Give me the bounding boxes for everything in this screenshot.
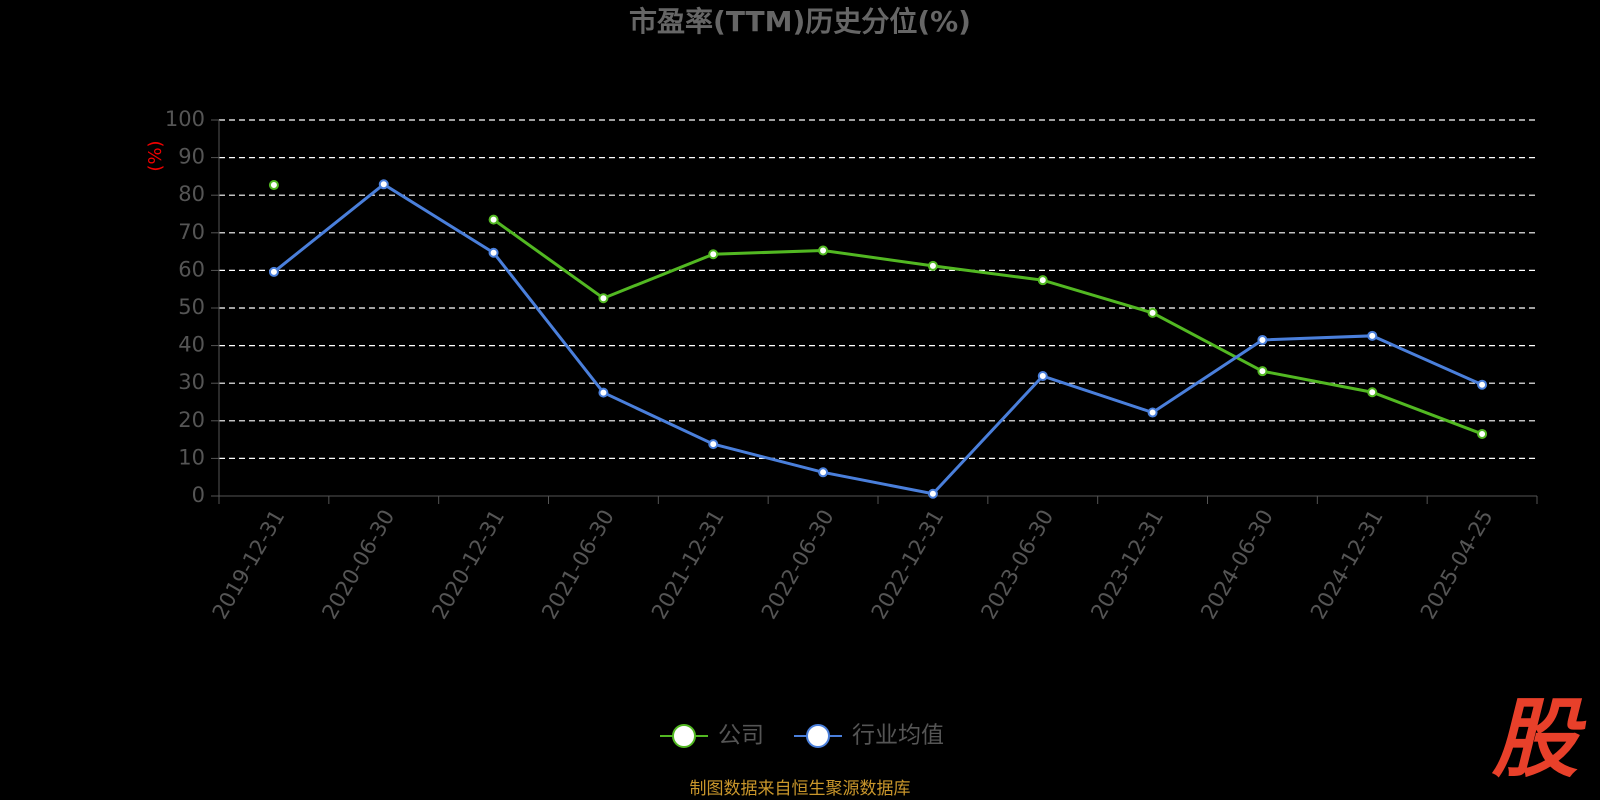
- data-point: [1037, 275, 1048, 286]
- data-point: [488, 214, 499, 225]
- y-tick-label: 0: [192, 483, 205, 507]
- x-tick-label: 2023-12-31: [1086, 506, 1168, 624]
- x-tick-label: 2023-06-30: [976, 506, 1058, 624]
- data-point: [1477, 428, 1488, 439]
- data-point: [818, 467, 829, 478]
- x-tick-label: 2019-12-31: [208, 506, 290, 624]
- y-tick-label: 60: [178, 257, 205, 281]
- logo: 股: [1491, 689, 1587, 789]
- legend-label: 公司: [718, 723, 764, 749]
- data-point: [1367, 387, 1378, 398]
- x-tick-label: 2022-06-30: [757, 506, 839, 624]
- legend-marker: [672, 724, 696, 748]
- y-tick-label: 70: [178, 220, 205, 244]
- data-point: [927, 260, 938, 271]
- data-point: [488, 247, 499, 258]
- x-tick-label: 2024-06-30: [1196, 506, 1278, 624]
- data-point: [598, 387, 609, 398]
- data-point: [1477, 379, 1488, 390]
- x-tick-label: 2020-06-30: [317, 506, 399, 624]
- data-point: [1147, 307, 1158, 318]
- data-point: [1147, 407, 1158, 418]
- data-point: [818, 245, 829, 256]
- data-point: [708, 249, 719, 260]
- y-tick-label: 40: [178, 333, 205, 357]
- data-point: [378, 179, 389, 190]
- data-point: [1367, 330, 1378, 341]
- y-tick-label: 10: [178, 445, 205, 469]
- data-point: [268, 180, 279, 191]
- x-tick-label: 2022-12-31: [867, 506, 949, 624]
- data-point: [268, 266, 279, 277]
- x-tick-label: 2021-06-30: [537, 506, 619, 624]
- data-point: [1257, 366, 1268, 377]
- legend-label: 行业均值: [852, 723, 944, 749]
- data-point: [927, 488, 938, 499]
- data-point: [1037, 371, 1048, 382]
- x-tick-label: 2021-12-31: [647, 506, 729, 624]
- series-line: [272, 182, 1483, 496]
- x-tick-label: 2020-12-31: [427, 506, 509, 624]
- y-tick-label: 50: [178, 295, 205, 319]
- data-point: [1257, 334, 1268, 345]
- source-note: 制图数据来自恒生聚源数据库: [690, 779, 911, 799]
- y-tick-label: 90: [178, 145, 205, 169]
- y-tick-label: 30: [178, 370, 205, 394]
- y-tick-label: 80: [178, 182, 205, 206]
- x-tick-label: 2025-04-25: [1416, 506, 1498, 624]
- data-point: [708, 439, 719, 450]
- legend-marker: [806, 724, 830, 748]
- data-point: [598, 293, 609, 304]
- y-axis-label: (%): [145, 140, 166, 171]
- y-tick-label: 100: [165, 107, 205, 131]
- x-tick-label: 2024-12-31: [1306, 506, 1388, 624]
- chart-title: 市盈率(TTM)历史分位(%): [629, 5, 971, 38]
- series-line: [492, 218, 1483, 436]
- y-tick-label: 20: [178, 408, 205, 432]
